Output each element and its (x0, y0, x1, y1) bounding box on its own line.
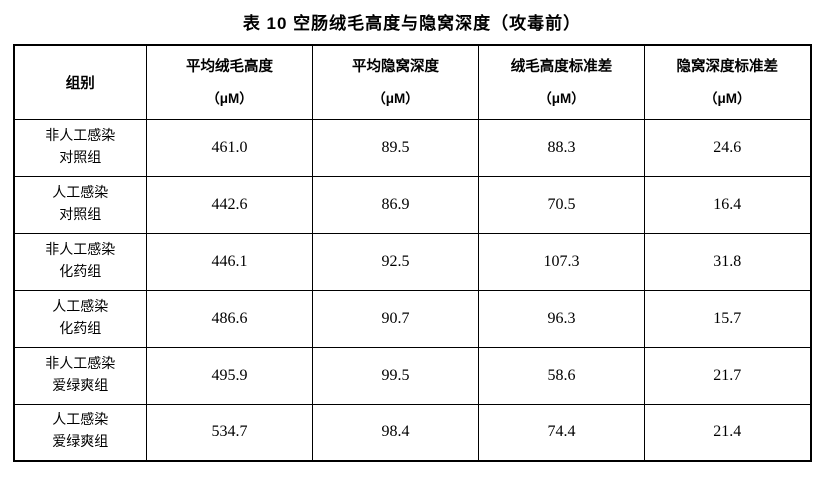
column-header-label: 隐窝深度标准差 (676, 59, 779, 76)
column-header-unit: （μM） (206, 91, 253, 107)
value-cell: 89.5 (312, 118, 479, 177)
group-cell: 非人工感染 对照组 (13, 118, 147, 177)
value-cell: 74.4 (478, 403, 645, 462)
value-cell: 92.5 (312, 232, 479, 291)
value-cell: 446.1 (146, 232, 313, 291)
value-cell: 486.6 (146, 289, 313, 348)
value-cell: 534.7 (146, 403, 313, 462)
value-cell: 86.9 (312, 175, 479, 234)
group-line: 非人工感染 (45, 356, 116, 372)
group-cell: 非人工感染 爱绿爽组 (13, 346, 147, 405)
column-header-label: 平均隐窝深度 (352, 59, 439, 76)
group-line: 化药组 (59, 321, 102, 337)
value-cell: 90.7 (312, 289, 479, 348)
group-line: 非人工感染 (45, 242, 116, 258)
group-line: 化药组 (59, 264, 102, 280)
group-line: 人工感染 (52, 299, 109, 315)
column-header-avg-crypt-depth: 平均隐窝深度 （μM） (312, 44, 479, 120)
table-row: 人工感染 对照组 442.6 86.9 70.5 16.4 (13, 175, 811, 234)
value-cell: 442.6 (146, 175, 313, 234)
group-cell: 人工感染 爱绿爽组 (13, 403, 147, 462)
value-cell: 70.5 (478, 175, 645, 234)
value-cell: 16.4 (644, 175, 811, 234)
column-header-label: 平均绒毛高度 (186, 59, 273, 76)
value-cell: 96.3 (478, 289, 645, 348)
header-row: 组别 平均绒毛高度 （μM） 平均隐窝深度 （μM） 绒毛高度标准差 （μM） … (13, 44, 811, 120)
value-cell: 21.7 (644, 346, 811, 405)
table-body: 非人工感染 对照组 461.0 89.5 88.3 24.6 人工感染 对照组 … (13, 118, 811, 462)
value-cell: 21.4 (644, 403, 811, 462)
table-row: 非人工感染 化药组 446.1 92.5 107.3 31.8 (13, 232, 811, 291)
value-cell: 15.7 (644, 289, 811, 348)
value-cell: 58.6 (478, 346, 645, 405)
group-line: 爱绿爽组 (52, 435, 109, 451)
group-line: 对照组 (59, 207, 102, 223)
group-line: 爱绿爽组 (52, 378, 109, 394)
column-header-unit: （μM） (538, 91, 585, 107)
value-cell: 31.8 (644, 232, 811, 291)
group-cell: 人工感染 对照组 (13, 175, 147, 234)
group-header-cell: 组别 (13, 44, 147, 120)
table-row: 非人工感染 爱绿爽组 495.9 99.5 58.6 21.7 (13, 346, 811, 405)
column-header-unit: （μM） (703, 91, 751, 107)
group-line: 非人工感染 (45, 128, 116, 144)
value-cell: 461.0 (146, 118, 313, 177)
column-header-unit: （μM） (372, 91, 419, 107)
group-line: 人工感染 (52, 413, 109, 429)
column-header-avg-villus-height: 平均绒毛高度 （μM） (146, 44, 313, 120)
value-cell: 107.3 (478, 232, 645, 291)
column-header-label: 绒毛高度标准差 (510, 59, 613, 76)
value-cell: 99.5 (312, 346, 479, 405)
table-row: 人工感染 爱绿爽组 534.7 98.4 74.4 21.4 (13, 403, 811, 462)
table-title: 表 10 空肠绒毛高度与隐窝深度（攻毒前） (242, 14, 582, 33)
group-cell: 人工感染 化药组 (13, 289, 147, 348)
group-line: 人工感染 (52, 185, 109, 201)
value-cell: 98.4 (312, 403, 479, 462)
value-cell: 495.9 (146, 346, 313, 405)
table-row: 人工感染 化药组 486.6 90.7 96.3 15.7 (13, 289, 811, 348)
column-header-villus-height-sd: 绒毛高度标准差 （μM） (478, 44, 645, 120)
table-header: 组别 平均绒毛高度 （μM） 平均隐窝深度 （μM） 绒毛高度标准差 （μM） … (13, 44, 811, 120)
column-header-crypt-depth-sd: 隐窝深度标准差 （μM） (644, 44, 811, 120)
table-row: 非人工感染 对照组 461.0 89.5 88.3 24.6 (13, 118, 811, 177)
group-line: 对照组 (59, 150, 102, 166)
group-cell: 非人工感染 化药组 (13, 232, 147, 291)
jejunum-villus-table: 组别 平均绒毛高度 （μM） 平均隐窝深度 （μM） 绒毛高度标准差 （μM） … (12, 44, 812, 462)
value-cell: 88.3 (478, 118, 645, 177)
value-cell: 24.6 (644, 118, 811, 177)
